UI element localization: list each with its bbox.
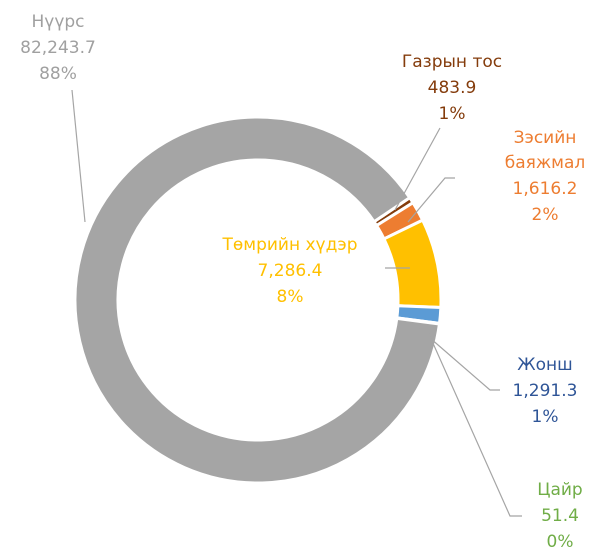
leader-line: [394, 127, 441, 211]
data-label-value: 82,243.7: [20, 38, 96, 58]
data-label-name: Жонш: [517, 355, 572, 375]
data-label-percent: 1%: [439, 104, 466, 124]
data-label-percent: 0%: [547, 532, 574, 548]
data-label-percent: 2%: [532, 205, 559, 225]
data-label-value: 1,616.2: [513, 179, 578, 199]
data-label-percent: 1%: [532, 407, 559, 427]
data-label-name: Цайр: [537, 480, 582, 500]
data-label-value: 483.9: [428, 78, 477, 98]
label-line: баяжмал: [505, 153, 586, 173]
data-label-percent: 88%: [39, 64, 77, 84]
leader-line: [407, 177, 455, 223]
data-label-name: Нүүрс: [31, 12, 84, 32]
data-label-name: Зэсийн баяжмал: [505, 128, 586, 173]
label-line: Зэсийн: [514, 128, 577, 148]
data-label-name: Төмрийн хүдэр: [221, 235, 357, 255]
data-label-value: 1,291.3: [513, 381, 578, 401]
data-label-value: 51.4: [541, 506, 579, 526]
donut-slice: [73, 115, 442, 485]
donut-slice: [381, 218, 443, 310]
leader-line: [427, 331, 522, 517]
data-label-name: Газрын тос: [402, 52, 502, 72]
data-label-percent: 8%: [277, 287, 304, 307]
leader-line: [414, 324, 500, 391]
data-label-value: 7,286.4: [258, 261, 323, 281]
leader-line: [71, 89, 86, 223]
